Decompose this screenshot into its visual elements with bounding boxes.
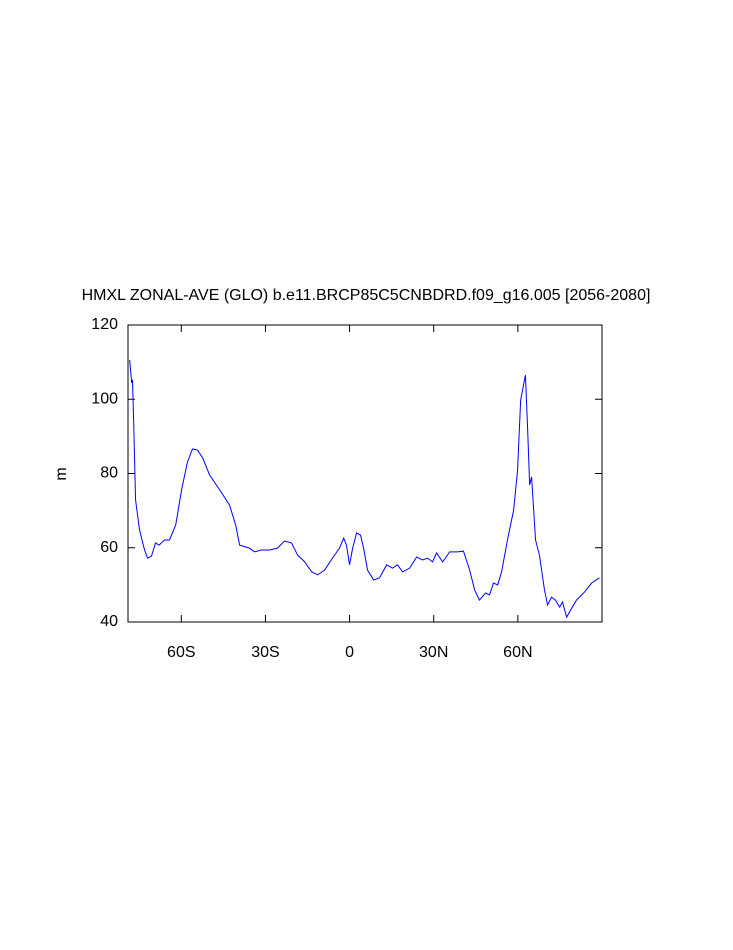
chart-title: HMXL ZONAL-AVE (GLO) b.e11.BRCP85C5CNBDR…: [82, 287, 651, 304]
y-tick-label: 40: [100, 613, 118, 630]
x-tick-label: 30S: [251, 644, 279, 661]
x-tick-label: 60S: [167, 644, 195, 661]
x-tick-label: 0: [345, 644, 354, 661]
y-tick-label: 80: [100, 465, 118, 482]
y-tick-label: 120: [91, 316, 118, 333]
y-tick-label: 60: [100, 539, 118, 556]
x-tick-label: 30N: [419, 644, 448, 661]
y-axis-label: m: [53, 467, 70, 480]
x-tick-label: 60N: [503, 644, 532, 661]
plot-frame: [127, 324, 603, 623]
data-line: [129, 359, 600, 619]
y-tick-label: 100: [91, 390, 118, 407]
